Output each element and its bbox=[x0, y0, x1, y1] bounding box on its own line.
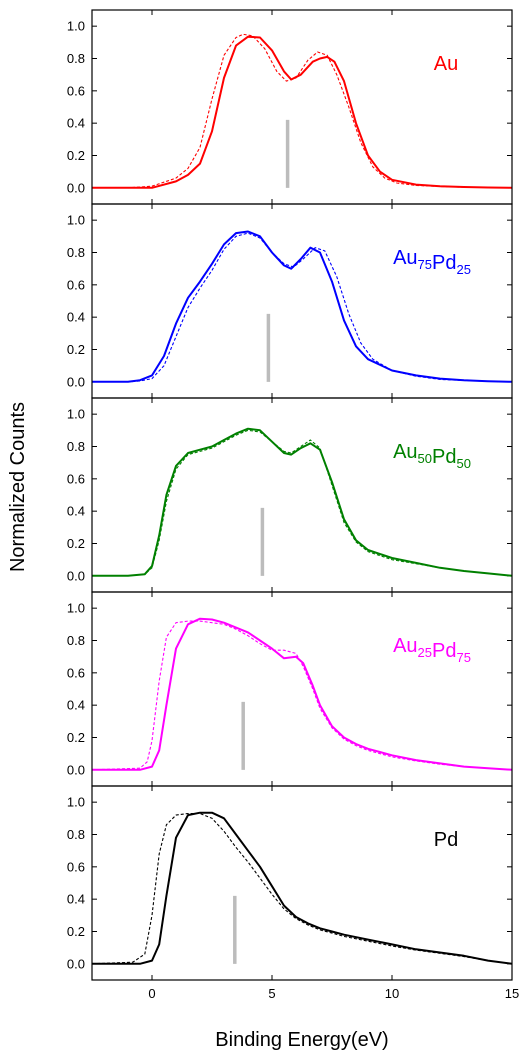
y-tick-label: 0.8 bbox=[67, 439, 85, 454]
label-subscript: 50 bbox=[456, 456, 470, 471]
series-line-solid bbox=[92, 617, 513, 771]
panel-label: Au50Pd50 bbox=[393, 441, 471, 471]
y-tick-label: 1.0 bbox=[67, 795, 85, 810]
y-tick-label: 0.6 bbox=[67, 277, 85, 292]
panel-2: 0.0 0.2 0.4 0.6 0.8 1.0 Au75Pd25 bbox=[67, 203, 513, 399]
series-line-dashed bbox=[91, 812, 513, 965]
y-tick-label: 0.6 bbox=[67, 859, 85, 874]
y-tick-label: 0.2 bbox=[67, 924, 85, 939]
y-tick-label: 0.8 bbox=[67, 51, 85, 66]
label-text: Au bbox=[393, 635, 417, 657]
label-subscript: 50 bbox=[418, 451, 432, 466]
panel-label: Au bbox=[434, 53, 458, 75]
y-tick-label: 0.2 bbox=[67, 342, 85, 357]
x-axis-title: Binding Energy(eV) bbox=[215, 1029, 388, 1051]
panels: 0.0 0.2 0.4 0.6 0.8 1.0 Au 0.0 0.2 0.4 0.6 0.8 1.0 Au… bbox=[67, 9, 513, 981]
panel-label: Au75Pd25 bbox=[393, 247, 471, 277]
label-text: Pd bbox=[432, 446, 456, 468]
x-tick-label: 10 bbox=[385, 986, 399, 1001]
label-text: Pd bbox=[432, 640, 456, 662]
y-tick-label: 0.2 bbox=[67, 730, 85, 745]
panel-label: Pd bbox=[434, 829, 458, 851]
y-tick-label: 1.0 bbox=[67, 19, 85, 34]
y-tick-label: 0.0 bbox=[67, 956, 85, 971]
series-line-solid bbox=[92, 35, 513, 189]
y-tick-label: 0.6 bbox=[67, 471, 85, 486]
label-subscript: 75 bbox=[418, 257, 432, 272]
panel-frame bbox=[91, 591, 513, 787]
x-tick-label: 0 bbox=[148, 986, 155, 1001]
y-tick-label: 1.0 bbox=[67, 213, 85, 228]
x-tick-label: 5 bbox=[268, 986, 275, 1001]
y-tick-label: 0.4 bbox=[67, 892, 85, 907]
y-tick-label: 0.8 bbox=[67, 633, 85, 648]
label-text: Au bbox=[434, 53, 458, 75]
panel-5: 0.0 0.2 0.4 0.6 0.8 1.0 Pd bbox=[67, 785, 513, 981]
panel-1: 0.0 0.2 0.4 0.6 0.8 1.0 Au bbox=[67, 9, 513, 205]
x-axis-ticks: 0 5 10 15 bbox=[148, 986, 519, 1001]
series-line-dashed bbox=[92, 232, 513, 383]
y-axis-title: Normalized Counts bbox=[7, 402, 29, 572]
label-subscript: 25 bbox=[418, 645, 432, 660]
y-tick-label: 1.0 bbox=[67, 407, 85, 422]
label-text: Pd bbox=[432, 252, 456, 274]
series-line-dashed bbox=[91, 620, 513, 771]
y-tick-label: 0.0 bbox=[67, 180, 85, 195]
y-tick-label: 0.2 bbox=[67, 148, 85, 163]
y-tick-label: 0.4 bbox=[67, 504, 85, 519]
panel-frame bbox=[91, 785, 513, 981]
y-tick-label: 0.6 bbox=[67, 83, 85, 98]
y-tick-label: 0.0 bbox=[67, 374, 85, 389]
x-tick-label: 15 bbox=[505, 986, 519, 1001]
y-tick-label: 0.8 bbox=[67, 827, 85, 842]
panel-4: 0.0 0.2 0.4 0.6 0.8 1.0 Au25Pd75 bbox=[67, 591, 513, 787]
label-subscript: 75 bbox=[456, 650, 470, 665]
y-tick-label: 0.4 bbox=[67, 116, 85, 131]
series-line-solid bbox=[92, 427, 513, 577]
y-tick-label: 0.4 bbox=[67, 310, 85, 325]
label-text: Au bbox=[393, 247, 417, 269]
series-line-dashed bbox=[92, 33, 513, 189]
series-line-solid bbox=[92, 811, 513, 965]
y-tick-label: 0.4 bbox=[67, 698, 85, 713]
y-tick-label: 0.0 bbox=[67, 568, 85, 583]
panel-frame bbox=[91, 9, 513, 205]
y-tick-label: 0.6 bbox=[67, 665, 85, 680]
label-subscript: 25 bbox=[456, 262, 470, 277]
y-tick-label: 0.8 bbox=[67, 245, 85, 260]
label-text: Pd bbox=[434, 829, 458, 851]
y-tick-label: 1.0 bbox=[67, 601, 85, 616]
label-text: Au bbox=[393, 441, 417, 463]
y-tick-label: 0.0 bbox=[67, 762, 85, 777]
panel-label: Au25Pd75 bbox=[393, 635, 471, 665]
y-tick-label: 0.2 bbox=[67, 536, 85, 551]
panel-frame bbox=[91, 397, 513, 593]
